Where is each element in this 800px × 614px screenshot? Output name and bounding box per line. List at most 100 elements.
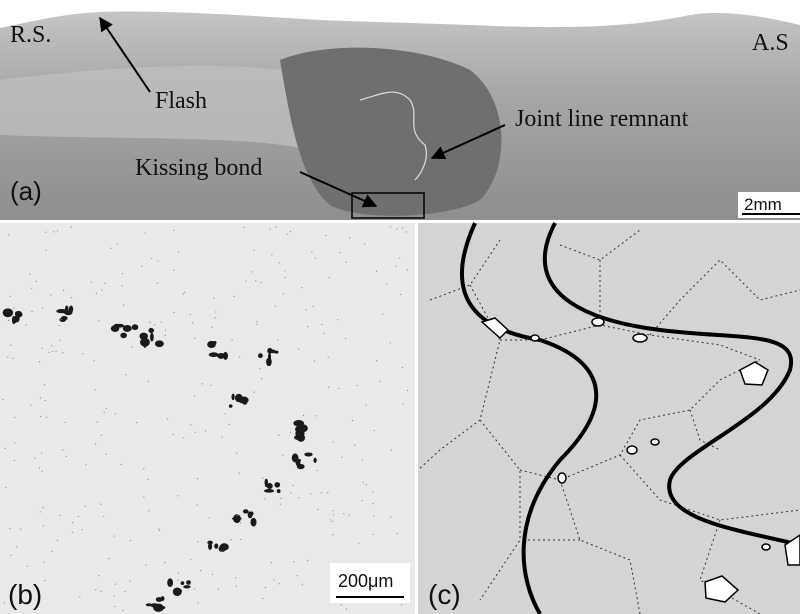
panel-b: (b) 200μm bbox=[0, 223, 415, 614]
speck bbox=[332, 510, 333, 511]
speck bbox=[55, 351, 56, 352]
speck bbox=[96, 293, 97, 294]
speck bbox=[373, 515, 374, 516]
speck bbox=[372, 534, 373, 535]
speck bbox=[211, 327, 212, 328]
speck bbox=[405, 231, 406, 232]
speck bbox=[333, 514, 334, 515]
speck bbox=[305, 309, 306, 310]
annotation: Joint line remnant bbox=[515, 106, 689, 132]
speck bbox=[130, 540, 131, 541]
pore bbox=[295, 425, 305, 432]
speck bbox=[65, 422, 66, 423]
speck bbox=[41, 348, 42, 349]
speck bbox=[328, 357, 329, 358]
pore bbox=[243, 509, 249, 513]
pore bbox=[155, 340, 164, 347]
speck bbox=[315, 415, 316, 416]
speck bbox=[104, 283, 105, 284]
speck bbox=[91, 281, 92, 282]
speck bbox=[396, 228, 397, 229]
speck bbox=[53, 231, 54, 232]
speck bbox=[149, 322, 150, 323]
speck bbox=[325, 235, 326, 236]
speck bbox=[333, 441, 334, 442]
pore bbox=[250, 518, 256, 527]
pore bbox=[167, 578, 173, 587]
speck bbox=[130, 581, 131, 582]
speck bbox=[26, 324, 27, 325]
speck bbox=[218, 588, 219, 589]
speck bbox=[123, 304, 124, 305]
speck bbox=[297, 575, 298, 576]
pore bbox=[266, 358, 272, 367]
speck bbox=[380, 381, 381, 382]
speck bbox=[307, 560, 308, 561]
speck bbox=[98, 575, 99, 576]
speck bbox=[41, 452, 42, 453]
speck bbox=[298, 349, 299, 350]
speck bbox=[400, 294, 401, 295]
pore bbox=[270, 350, 276, 354]
pore bbox=[15, 312, 22, 318]
speck bbox=[183, 293, 184, 294]
speck bbox=[158, 260, 159, 261]
speck bbox=[301, 287, 302, 288]
speck bbox=[44, 384, 45, 385]
speck bbox=[349, 515, 350, 516]
speck bbox=[197, 602, 198, 603]
speck bbox=[329, 277, 330, 278]
speck bbox=[178, 580, 179, 581]
speck bbox=[365, 404, 366, 405]
speck bbox=[158, 528, 159, 529]
speck bbox=[346, 608, 347, 609]
speck bbox=[97, 422, 98, 423]
pore bbox=[208, 543, 212, 550]
speck bbox=[275, 305, 276, 306]
speck bbox=[280, 498, 281, 499]
speck bbox=[161, 322, 162, 323]
pore bbox=[304, 452, 312, 456]
pore bbox=[65, 305, 69, 314]
speck bbox=[329, 519, 330, 520]
speck bbox=[341, 457, 342, 458]
speck bbox=[407, 390, 408, 391]
speck bbox=[131, 347, 132, 348]
speck bbox=[43, 525, 44, 526]
speck bbox=[44, 580, 45, 581]
speck bbox=[254, 250, 255, 251]
speck bbox=[215, 311, 216, 312]
speck bbox=[202, 383, 203, 384]
speck bbox=[205, 430, 206, 431]
speck bbox=[290, 432, 291, 433]
speck bbox=[2, 399, 3, 400]
speck bbox=[245, 281, 246, 282]
pore bbox=[258, 353, 263, 358]
pore bbox=[148, 328, 154, 333]
speck bbox=[13, 307, 14, 308]
speck bbox=[338, 388, 339, 389]
speck bbox=[261, 378, 262, 379]
speck bbox=[407, 270, 408, 271]
speck bbox=[14, 442, 15, 443]
speck bbox=[141, 266, 142, 267]
speck bbox=[234, 296, 235, 297]
panel-label: (a) bbox=[10, 176, 42, 206]
speck bbox=[395, 266, 396, 267]
speck bbox=[315, 258, 316, 259]
pore bbox=[231, 394, 234, 401]
speck bbox=[269, 228, 270, 229]
speck bbox=[262, 598, 263, 599]
speck bbox=[39, 467, 40, 468]
pore bbox=[297, 434, 305, 442]
panel-c: (c) bbox=[418, 223, 800, 614]
speck bbox=[62, 352, 63, 353]
pore bbox=[115, 324, 124, 328]
speck bbox=[157, 283, 158, 284]
speck bbox=[100, 504, 101, 505]
speck bbox=[239, 472, 240, 473]
speck bbox=[239, 356, 240, 357]
speck bbox=[332, 521, 333, 522]
speck bbox=[122, 273, 123, 274]
speck bbox=[93, 360, 94, 361]
